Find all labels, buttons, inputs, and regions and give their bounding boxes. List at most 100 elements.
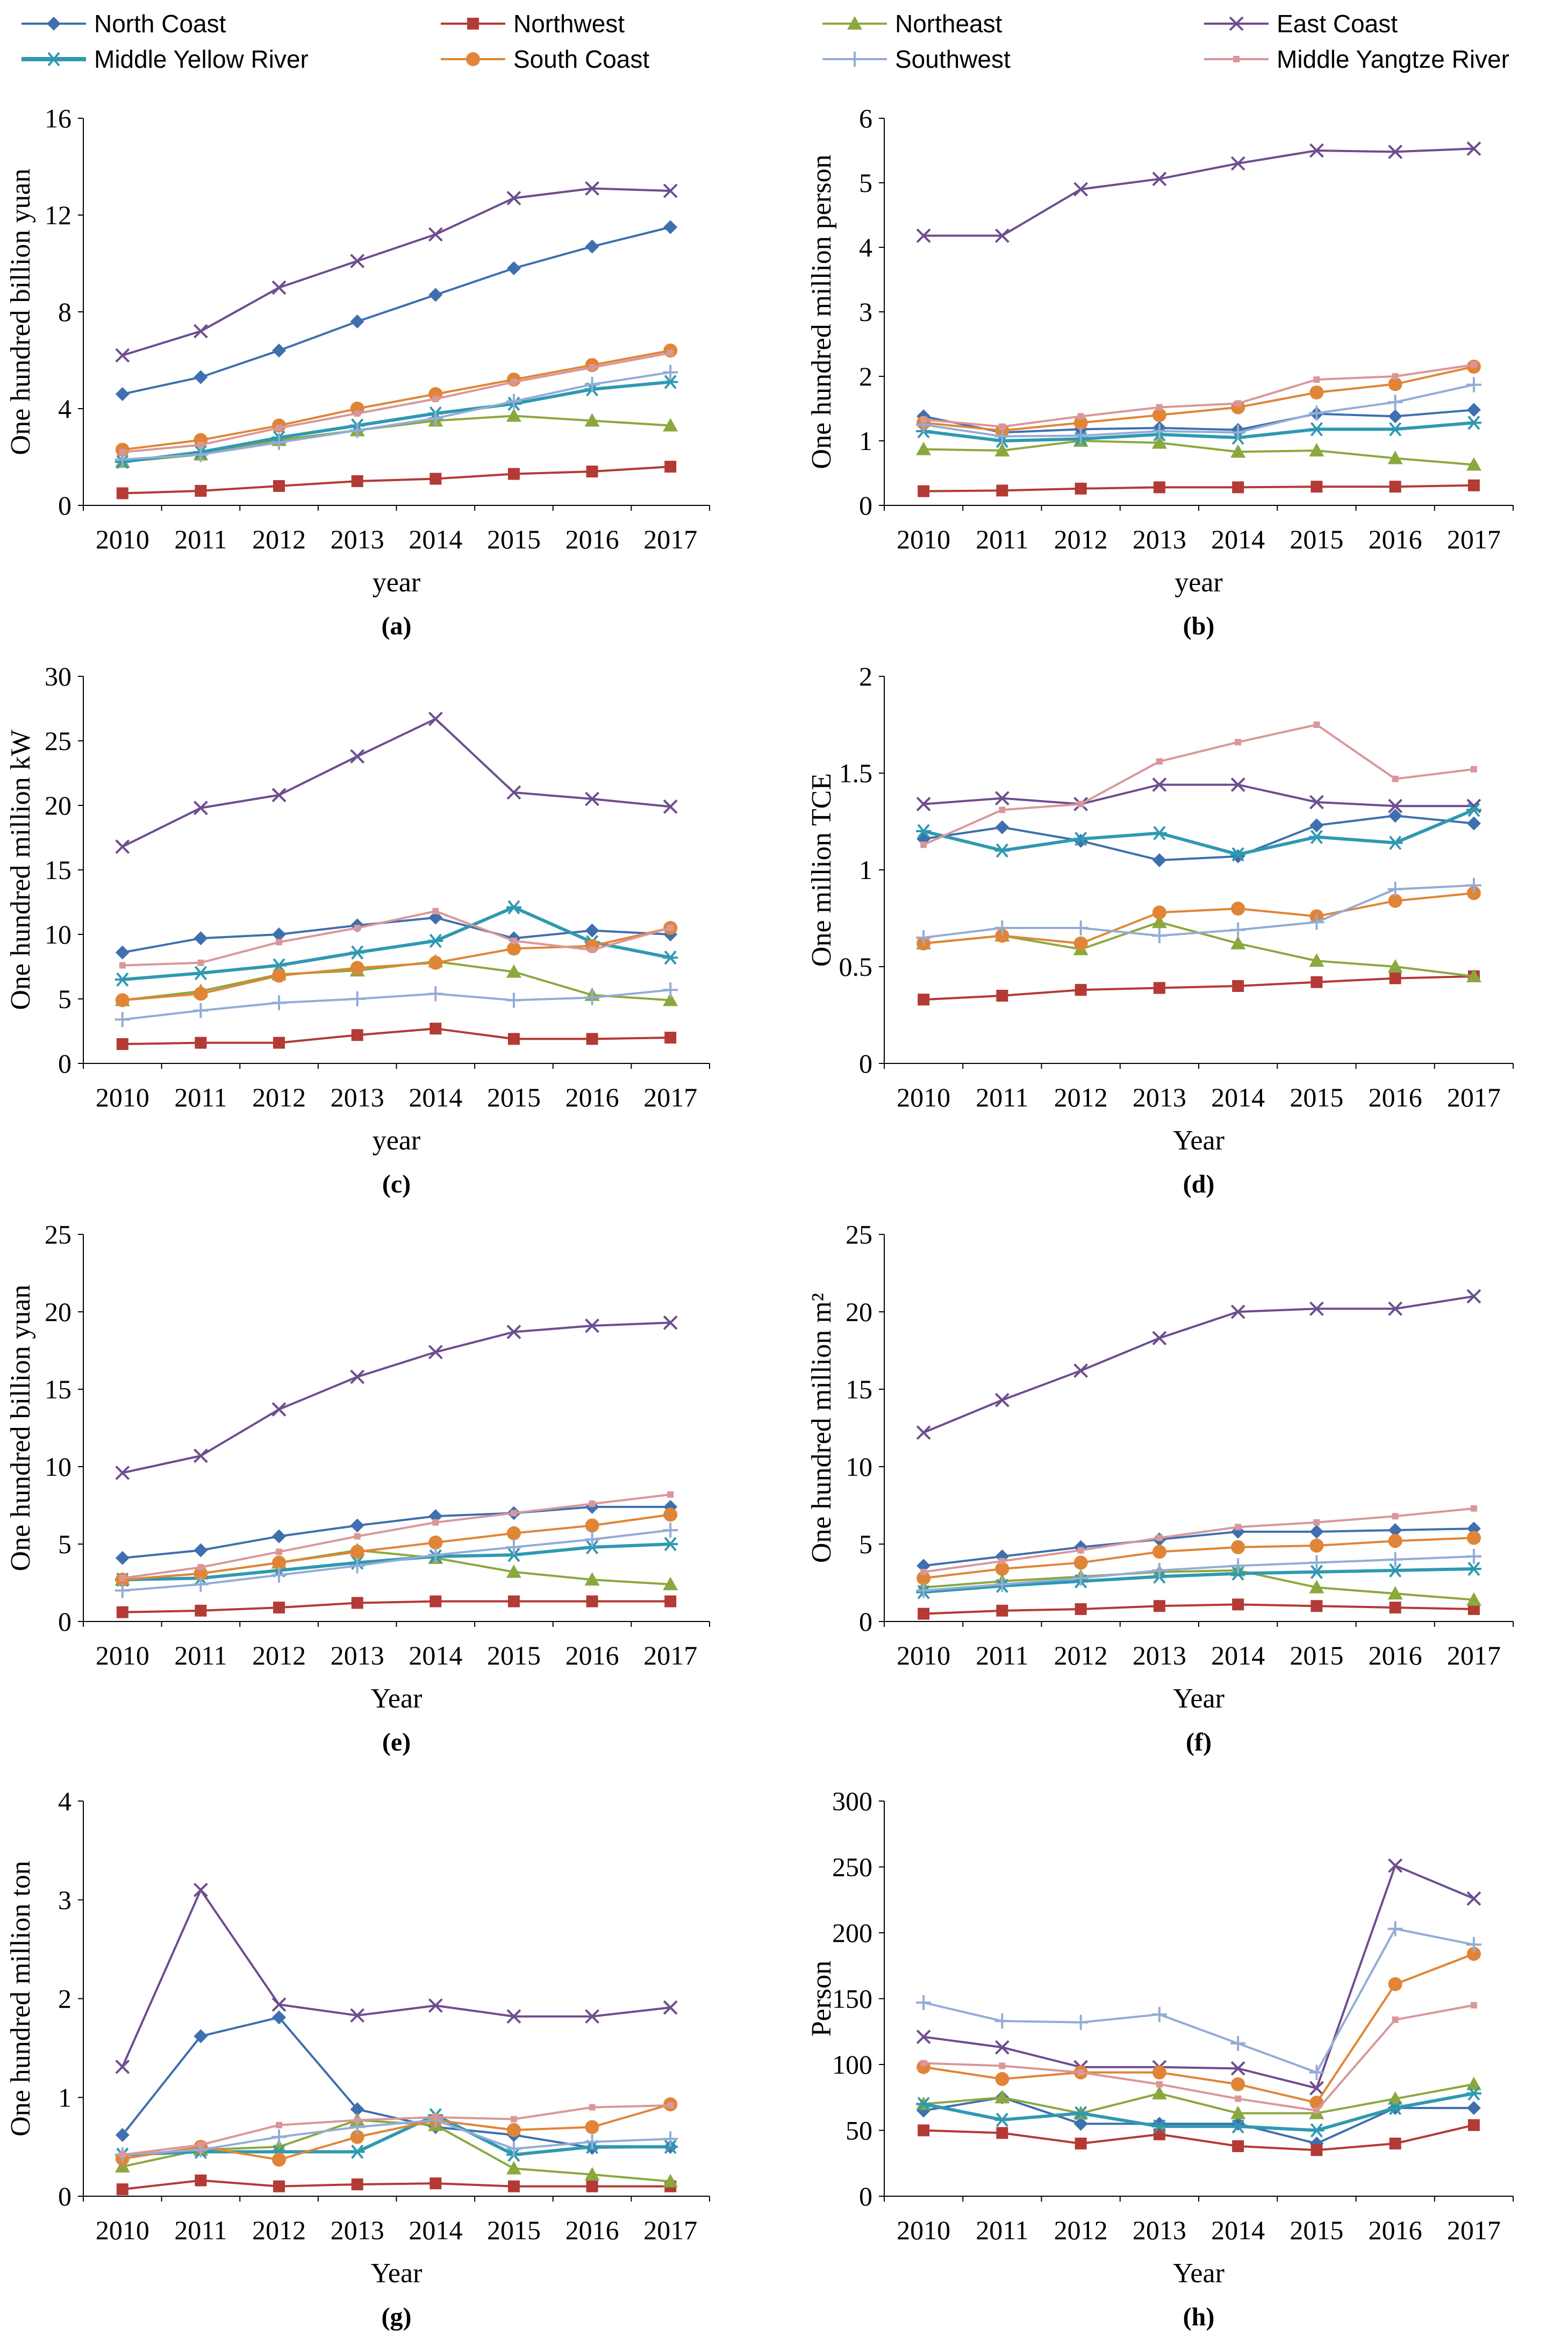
y-tick-label: 0 bbox=[58, 490, 71, 520]
data-point bbox=[1156, 1534, 1163, 1541]
data-point bbox=[1073, 1570, 1089, 1586]
data-point bbox=[116, 2183, 128, 2196]
data-point bbox=[1466, 1937, 1481, 1953]
series-line bbox=[923, 363, 1474, 428]
y-tick-label: 30 bbox=[45, 661, 71, 691]
y-tick-label: 0 bbox=[58, 2181, 71, 2211]
x-tick-label: 2013 bbox=[1133, 2215, 1186, 2245]
data-point bbox=[1309, 1538, 1324, 1553]
data-point bbox=[506, 941, 521, 956]
data-point bbox=[272, 2153, 287, 2167]
data-point bbox=[586, 2180, 598, 2192]
legend-marker bbox=[47, 17, 61, 31]
data-point bbox=[197, 959, 204, 966]
data-point bbox=[115, 993, 130, 1008]
y-tick-label: 5 bbox=[859, 168, 872, 198]
data-point bbox=[349, 991, 365, 1006]
data-point bbox=[507, 1595, 520, 1608]
data-point bbox=[1388, 894, 1402, 908]
data-point bbox=[916, 2030, 931, 2044]
y-axis-title: One hundred billion yuan bbox=[5, 1285, 36, 1571]
data-point bbox=[428, 227, 443, 242]
x-tick-label: 2012 bbox=[252, 2215, 306, 2245]
y-tick-label: 10 bbox=[45, 919, 71, 949]
data-point bbox=[1073, 1363, 1089, 1378]
data-point bbox=[1235, 400, 1242, 407]
data-point bbox=[1151, 2006, 1167, 2022]
y-tick-label: 4 bbox=[58, 1786, 71, 1816]
x-axis-title: year bbox=[373, 1125, 420, 1156]
data-point bbox=[1466, 886, 1481, 901]
data-point bbox=[1309, 2123, 1324, 2138]
data-point bbox=[193, 447, 209, 462]
x-tick-label: 2015 bbox=[1290, 1640, 1343, 1670]
series-line bbox=[122, 910, 671, 967]
x-tick-label: 2017 bbox=[643, 1082, 697, 1112]
series-line bbox=[923, 1953, 1474, 2104]
data-point bbox=[916, 1995, 932, 2010]
data-point bbox=[271, 435, 287, 450]
series-east-coast bbox=[916, 777, 1481, 813]
data-point bbox=[1230, 425, 1246, 440]
x-tick-label: 2017 bbox=[643, 1640, 697, 1670]
data-point bbox=[429, 473, 442, 485]
series-line bbox=[122, 905, 671, 981]
data-point bbox=[1466, 1531, 1481, 1545]
series-line bbox=[122, 1529, 671, 1592]
data-point bbox=[1388, 377, 1402, 391]
data-point bbox=[1151, 435, 1167, 449]
data-point bbox=[272, 344, 287, 358]
series-middle-yangtze-river bbox=[119, 2102, 674, 2158]
y-tick-label: 0 bbox=[58, 1048, 71, 1078]
data-point bbox=[1388, 1523, 1402, 1538]
series-line bbox=[923, 1603, 1474, 1615]
legend-marker bbox=[847, 52, 862, 67]
chart-panel-f: 0 5 10 15 20 25 2010 2011 2012 2013 2014 2015 2016 20… bbox=[806, 1219, 1514, 1756]
data-point bbox=[506, 2161, 521, 2175]
data-point bbox=[1230, 1304, 1245, 1319]
data-point bbox=[115, 2128, 130, 2142]
y-tick-label: 25 bbox=[45, 1219, 71, 1249]
series-line bbox=[923, 484, 1474, 492]
data-point bbox=[667, 2102, 674, 2109]
data-point bbox=[116, 1606, 128, 1618]
x-tick-label: 2017 bbox=[643, 524, 697, 554]
data-point bbox=[1466, 403, 1481, 417]
y-tick-label: 0 bbox=[859, 1048, 872, 1078]
legend-item-east-coast: East Coast bbox=[1204, 10, 1398, 38]
series-line bbox=[923, 2096, 1474, 2145]
data-point bbox=[1392, 775, 1399, 782]
series-line bbox=[923, 1507, 1474, 1573]
series-line bbox=[122, 1513, 671, 1581]
x-tick-label: 2014 bbox=[1211, 524, 1265, 554]
data-point bbox=[273, 480, 285, 492]
data-point bbox=[589, 946, 596, 953]
data-point bbox=[994, 1392, 1009, 1408]
series-line bbox=[923, 366, 1474, 432]
data-point bbox=[197, 441, 204, 448]
data-point bbox=[271, 788, 287, 803]
data-point bbox=[1309, 143, 1324, 158]
x-tick-label: 2014 bbox=[1211, 2215, 1265, 2245]
data-point bbox=[1309, 1301, 1324, 1316]
series-middle-yangtze-river bbox=[119, 1491, 674, 1582]
chart-panel-d: 0 0.5 1 1.5 2 2010 2011 2012 2013 2014 2015 2016 201… bbox=[806, 661, 1514, 1198]
y-tick-label: 1 bbox=[859, 426, 872, 456]
y-tick-label: 300 bbox=[832, 1786, 872, 1816]
data-point bbox=[1387, 1586, 1403, 1600]
data-point bbox=[1387, 2101, 1403, 2116]
data-point bbox=[994, 428, 1010, 444]
series-line bbox=[923, 975, 1474, 1001]
data-point bbox=[1156, 404, 1163, 411]
data-point bbox=[1467, 479, 1480, 491]
data-point bbox=[506, 408, 521, 422]
data-point bbox=[1466, 1561, 1481, 1576]
legend-label: Middle Yellow River bbox=[94, 45, 309, 73]
data-point bbox=[354, 410, 361, 417]
data-point bbox=[584, 1540, 600, 1555]
panel-label: (d) bbox=[1183, 1170, 1215, 1198]
series-northwest bbox=[116, 461, 677, 499]
data-point bbox=[429, 1023, 442, 1035]
data-point bbox=[584, 1572, 600, 1586]
data-point bbox=[918, 1608, 930, 1620]
